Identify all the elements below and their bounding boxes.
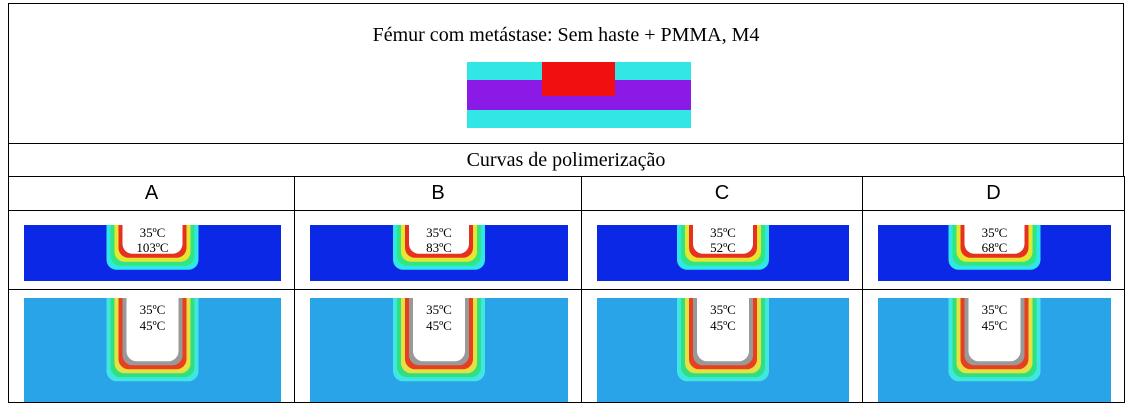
temperature-label: 35ºC <box>982 302 1008 317</box>
temperature-label: 35ºC <box>140 225 166 240</box>
temperature-label: 52ºC <box>710 240 736 255</box>
column-header: B <box>294 176 582 211</box>
temperature-label: 83ºC <box>426 240 452 255</box>
title: Fémur com metástase: Sem haste + PMMA, M… <box>9 24 1123 47</box>
temperature-label: 35ºC <box>710 302 736 317</box>
title-cell: Fémur com metástase: Sem haste + PMMA, M… <box>8 3 1124 144</box>
column-header: D <box>862 176 1125 211</box>
temperature-label: 103ºC <box>136 240 168 255</box>
temperature-label: 68ºC <box>982 240 1008 255</box>
temperature-label: 35ºC <box>982 225 1008 240</box>
temperature-label: 45ºC <box>140 318 166 333</box>
temperature-label: 45ºC <box>426 318 452 333</box>
temperature-label: 35ºC <box>426 225 452 240</box>
table: Fémur com metástase: Sem haste + PMMA, M… <box>0 0 1131 403</box>
temperature-label: 35ºC <box>426 302 452 317</box>
temperature-label: 35ºC <box>140 302 166 317</box>
page: Fémur com metástase: Sem haste + PMMA, M… <box>0 0 1131 403</box>
section-title: Curvas de polimerização <box>8 143 1124 177</box>
temperature-label: 45ºC <box>982 318 1008 333</box>
temperature-label: 45ºC <box>710 318 736 333</box>
column-header: C <box>581 176 863 211</box>
femur-model <box>467 62 691 128</box>
column-header: A <box>8 176 295 211</box>
temperature-label: 35ºC <box>710 225 736 240</box>
